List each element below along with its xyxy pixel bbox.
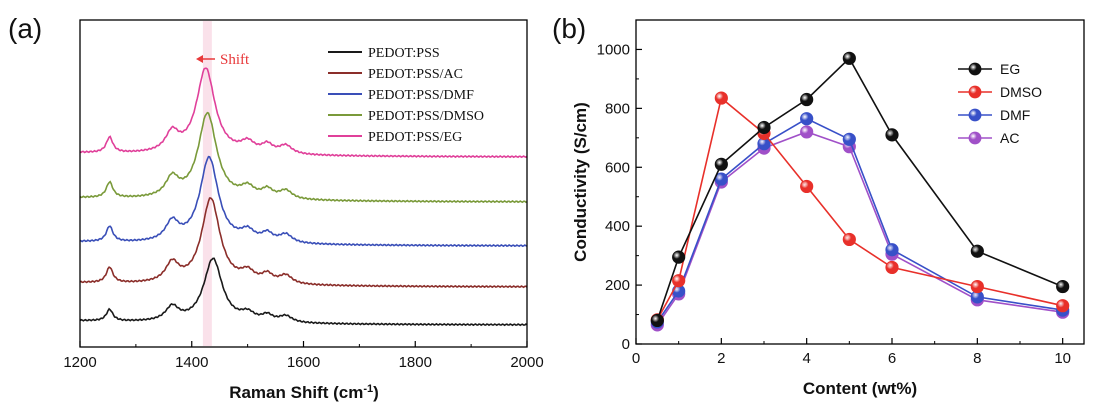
conductivity-point-dmf <box>885 243 899 257</box>
conductivity-legend-marker <box>968 85 982 99</box>
conductivity-y-tick-label: 800 <box>605 100 630 117</box>
conductivity-point-eg <box>842 51 856 65</box>
raman-legend-label: PEDOT:PSS/AC <box>368 67 463 82</box>
conductivity-x-tick-label: 0 <box>632 350 640 367</box>
raman-spectrum-pedot-pss <box>79 257 528 327</box>
raman-legend-label: PEDOT:PSS/DMSO <box>368 109 484 124</box>
conductivity-x-tick-label: 10 <box>1054 350 1071 367</box>
conductivity-point-dmso <box>970 279 984 294</box>
conductivity-point-dmso <box>672 274 686 288</box>
conductivity-legend-label: DMF <box>1000 107 1030 123</box>
conductivity-point-eg <box>1056 279 1070 294</box>
conductivity-point-dmso <box>800 179 814 194</box>
panel-b-label: (b) <box>552 13 586 44</box>
conductivity-point-eg <box>650 313 664 328</box>
raman-x-axis-title: Raman Shift (cm-1) <box>229 383 379 402</box>
shift-annotation: Shift <box>196 52 250 68</box>
conductivity-point-dmso <box>885 260 899 275</box>
raman-spectrum-pedot-pss-dmf <box>79 155 528 248</box>
conductivity-plot-frame <box>635 19 1085 345</box>
conductivity-point-eg <box>800 92 814 107</box>
raman-x-tick-label: 2000 <box>510 354 543 371</box>
shift-label: Shift <box>220 52 250 68</box>
conductivity-point-dmf <box>842 132 856 146</box>
conductivity-point-eg <box>714 157 728 171</box>
conductivity-y-tick-label: 600 <box>605 159 630 176</box>
raman-x-tick-label: 1400 <box>175 354 208 371</box>
conductivity-x-tick-label: 8 <box>973 350 981 367</box>
conductivity-x-tick-label: 4 <box>802 350 810 367</box>
raman-legend-label: PEDOT:PSS/EG <box>368 130 462 145</box>
conductivity-point-eg <box>757 120 771 135</box>
conductivity-legend-label: DMSO <box>1000 84 1042 100</box>
shift-highlight-band <box>202 21 212 346</box>
raman-legend-label: PEDOT:PSS/DMF <box>368 88 474 103</box>
shift-arrowhead <box>196 55 203 63</box>
conductivity-x-tick-label: 2 <box>717 350 725 367</box>
conductivity-point-ac <box>800 125 814 139</box>
conductivity-x-axis-title: Content (wt%) <box>803 379 917 398</box>
raman-x-tick-label: 1800 <box>399 354 432 371</box>
conductivity-legend-marker <box>968 108 982 122</box>
conductivity-point-dmso <box>714 91 728 105</box>
conductivity-legend-label: EG <box>1000 61 1020 77</box>
raman-spectrum-pedot-pss-eg <box>79 67 528 159</box>
conductivity-panel: (b) 0 2 4 6 8 10 0 200 400 600 800 1000 Content (w… <box>552 13 1085 398</box>
conductivity-y-tick-label: 0 <box>622 336 630 353</box>
raman-spectrum-pedot-pss-dmso <box>79 111 528 204</box>
raman-x-tick-label: 1200 <box>63 354 96 371</box>
raman-legend: PEDOT:PSS PEDOT:PSS/AC PEDOT:PSS/DMF PEDOT:… <box>328 46 484 145</box>
conductivity-point-eg <box>885 128 899 142</box>
conductivity-legend-marker <box>968 131 982 145</box>
conductivity-y-tick-label: 200 <box>605 277 630 294</box>
conductivity-point-eg <box>970 244 984 258</box>
conductivity-y-tick-label: 400 <box>605 218 630 235</box>
raman-x-tick-label: 1600 <box>287 354 320 371</box>
raman-legend-label: PEDOT:PSS <box>368 46 440 61</box>
conductivity-y-axis-title: Conductivity (S/cm) <box>571 102 590 262</box>
conductivity-point-eg <box>672 250 686 264</box>
conductivity-legend-marker <box>968 62 982 76</box>
conductivity-legend: EG DMSO DMF AC <box>958 61 1042 146</box>
raman-panel: (a) 1200 1400 1600 1800 2000 Raman Shift (cm… <box>8 13 544 402</box>
panel-a-label: (a) <box>8 13 42 44</box>
conductivity-y-tick-label: 1000 <box>597 41 630 58</box>
conductivity-x-tick-label: 6 <box>888 350 896 367</box>
conductivity-legend-label: AC <box>1000 130 1019 146</box>
conductivity-point-dmso <box>1056 299 1070 313</box>
conductivity-point-dmf <box>800 112 814 126</box>
raman-spectrum-pedot-pss-ac <box>79 197 528 289</box>
conductivity-point-dmso <box>842 232 856 247</box>
